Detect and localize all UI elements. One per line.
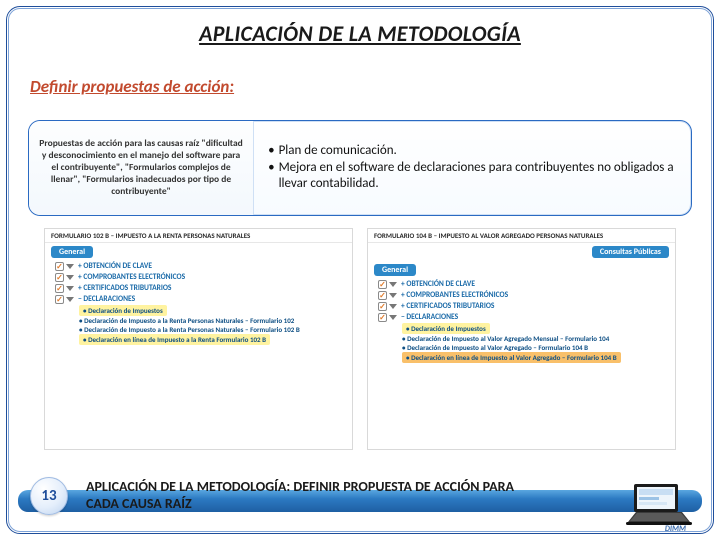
tree-subitem[interactable]: • Declaración en línea de Impuesto a la … bbox=[45, 334, 352, 345]
tree-label: + COMPROBANTES ELECTRÓNICOS bbox=[401, 291, 508, 300]
bullet-text: Mejora en el software de declaraciones p… bbox=[279, 160, 677, 194]
form-title: FORMULARIO 104 B – IMPUESTO AL VALOR AGR… bbox=[368, 229, 675, 243]
tree-item[interactable]: ✓ + OBTENCIÓN DE CLAVE bbox=[45, 261, 352, 272]
check-icon: ✓ bbox=[378, 313, 387, 322]
tree-subitem[interactable]: • Declaración de Impuesto a la Renta Per… bbox=[45, 316, 352, 325]
check-icon: ✓ bbox=[378, 302, 387, 311]
consultas-pill[interactable]: Consultas Públicas bbox=[592, 246, 669, 258]
tree-item[interactable]: ✓ − DECLARACIONES bbox=[368, 312, 675, 323]
general-pill[interactable]: General bbox=[374, 264, 416, 276]
page-title: APLICACIÓN DE LA METODOLOGÍA bbox=[0, 20, 720, 47]
chevron-down-icon bbox=[389, 304, 397, 309]
tree-item[interactable]: ✓ − DECLARACIONES bbox=[45, 294, 352, 305]
tree-item[interactable]: ✓ + CERTIFICADOS TRIBUTARIOS bbox=[368, 301, 675, 312]
chevron-down-icon bbox=[389, 282, 397, 287]
chevron-down-icon bbox=[66, 297, 74, 302]
form-104b: FORMULARIO 104 B – IMPUESTO AL VALOR AGR… bbox=[367, 228, 676, 450]
form-title: FORMULARIO 102 B – IMPUESTO A LA RENTA P… bbox=[45, 229, 352, 243]
page-subtitle: Definir propuestas de acción: bbox=[30, 76, 234, 97]
proposal-causes: Propuestas de acción para las causas raí… bbox=[29, 121, 254, 215]
check-icon: ✓ bbox=[55, 295, 64, 304]
tree-item[interactable]: ✓ + COMPROBANTES ELECTRÓNICOS bbox=[368, 290, 675, 301]
chevron-down-icon bbox=[389, 293, 397, 298]
tree-label: + OBTENCIÓN DE CLAVE bbox=[78, 262, 152, 271]
proposal-bullets: •Plan de comunicación. •Mejora en el sof… bbox=[254, 121, 691, 215]
chevron-down-icon bbox=[66, 286, 74, 291]
tree-subitem[interactable]: • Declaración de Impuestos bbox=[45, 305, 352, 316]
chevron-down-icon bbox=[389, 315, 397, 320]
laptop-icon bbox=[624, 482, 694, 528]
tree-subitem[interactable]: • Declaración de Impuesto a la Renta Per… bbox=[45, 325, 352, 334]
tree-label: + OBTENCIÓN DE CLAVE bbox=[401, 280, 475, 289]
laptop-label: DIMM bbox=[665, 524, 686, 534]
tree-item[interactable]: ✓ + OBTENCIÓN DE CLAVE bbox=[368, 279, 675, 290]
check-icon: ✓ bbox=[55, 284, 64, 293]
forms-row: FORMULARIO 102 B – IMPUESTO A LA RENTA P… bbox=[44, 228, 676, 450]
tree-item[interactable]: ✓ + CERTIFICADOS TRIBUTARIOS bbox=[45, 283, 352, 294]
bullet-text: Plan de comunicación. bbox=[279, 143, 397, 160]
tree-subitem[interactable]: • Declaración de Impuesto al Valor Agreg… bbox=[368, 334, 675, 343]
check-icon: ✓ bbox=[55, 273, 64, 282]
chevron-down-icon bbox=[66, 264, 74, 269]
tree-label: − DECLARACIONES bbox=[78, 295, 135, 304]
footer: 13 APLICACIÓN DE LA METODOLOGÍA: DEFINIR… bbox=[0, 466, 720, 526]
chevron-down-icon bbox=[66, 275, 74, 280]
page-number-badge: 13 bbox=[30, 477, 68, 515]
check-icon: ✓ bbox=[378, 280, 387, 289]
tree-item[interactable]: ✓ + COMPROBANTES ELECTRÓNICOS bbox=[45, 272, 352, 283]
tree-label: + COMPROBANTES ELECTRÓNICOS bbox=[78, 273, 185, 282]
check-icon: ✓ bbox=[378, 291, 387, 300]
tree-subitem[interactable]: • Declaración en línea de Impuesto al Va… bbox=[368, 352, 675, 363]
tree-label: + CERTIFICADOS TRIBUTARIOS bbox=[401, 302, 494, 311]
footer-text: APLICACIÓN DE LA METODOLOGÍA: DEFINIR PR… bbox=[86, 479, 536, 513]
tree-subitem[interactable]: • Declaración de Impuesto al Valor Agreg… bbox=[368, 343, 675, 352]
bullet-dot: • bbox=[268, 160, 274, 194]
general-pill[interactable]: General bbox=[51, 246, 93, 258]
form-102b: FORMULARIO 102 B – IMPUESTO A LA RENTA P… bbox=[44, 228, 353, 450]
tree-subitem[interactable]: • Declaración de Impuestos bbox=[368, 323, 675, 334]
tree-label: − DECLARACIONES bbox=[401, 313, 458, 322]
proposal-card: Propuestas de acción para las causas raí… bbox=[28, 120, 692, 216]
tree-label: + CERTIFICADOS TRIBUTARIOS bbox=[78, 284, 171, 293]
check-icon: ✓ bbox=[55, 262, 64, 271]
bullet-dot: • bbox=[268, 143, 274, 160]
